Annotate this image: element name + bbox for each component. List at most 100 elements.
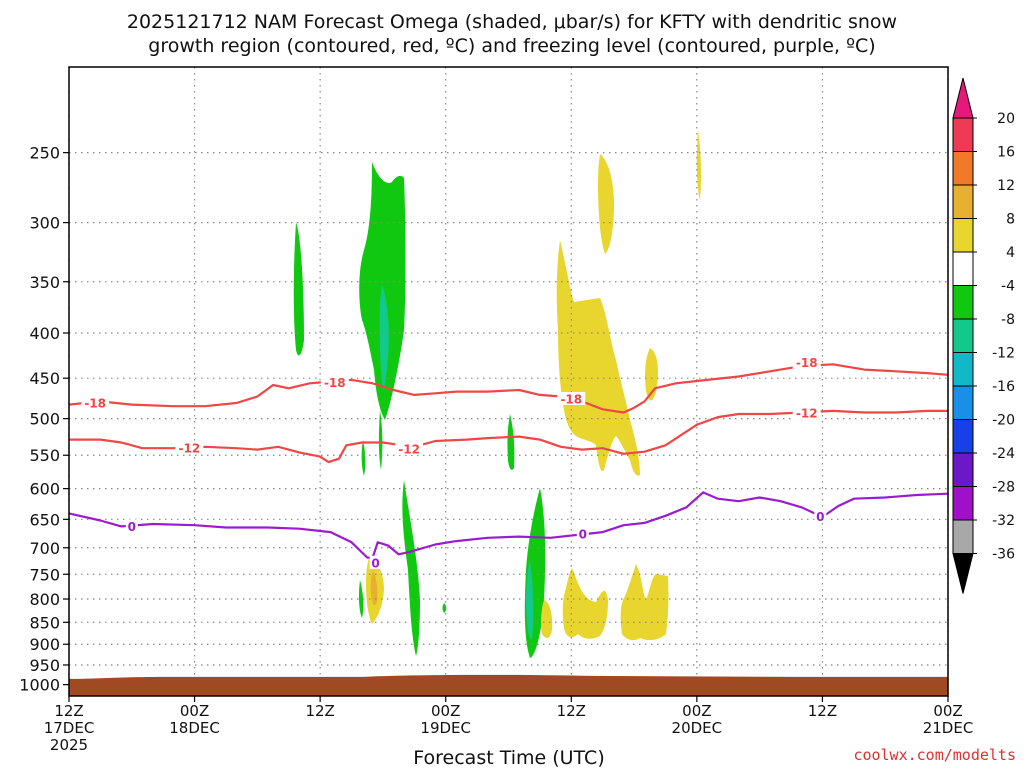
x-axis-label: Forecast Time (UTC) bbox=[413, 747, 604, 768]
y-tick-label: 850 bbox=[29, 613, 60, 632]
colorbar-label: -16 bbox=[992, 379, 1015, 395]
contour-label: -18 bbox=[796, 356, 818, 370]
x-tick-label: 20DEC bbox=[672, 719, 723, 737]
colorbar-segment bbox=[952, 318, 974, 353]
contour-label: -18 bbox=[560, 392, 582, 406]
omega-feature bbox=[540, 600, 553, 639]
colorbar-label: -8 bbox=[1001, 312, 1015, 328]
y-tick-label: 500 bbox=[29, 410, 60, 429]
colorbar-bottom-arrow bbox=[952, 553, 974, 594]
x-tick-label: 18DEC bbox=[169, 719, 220, 737]
colorbar-segment bbox=[952, 352, 974, 387]
ground-surface bbox=[69, 674, 948, 696]
omega-feature bbox=[562, 568, 608, 639]
colorbar-label: -12 bbox=[992, 346, 1015, 362]
colorbar-label: -28 bbox=[992, 480, 1015, 496]
colorbar-segment bbox=[952, 519, 974, 554]
y-tick-label: 650 bbox=[29, 510, 60, 529]
colorbar-label: -4 bbox=[1001, 279, 1015, 295]
y-tick-label: 900 bbox=[29, 635, 60, 654]
contour-label-bg bbox=[557, 391, 586, 405]
colorbar-segment bbox=[952, 218, 974, 253]
omega-shading bbox=[293, 130, 702, 658]
y-tick-label: 1000 bbox=[19, 676, 60, 695]
colorbar-label: 8 bbox=[1006, 212, 1015, 228]
y-tick-label: 450 bbox=[29, 369, 60, 388]
colorbar-label: 20 bbox=[997, 111, 1015, 127]
y-tick-label: 950 bbox=[29, 656, 60, 675]
y-tick-label: 400 bbox=[29, 324, 60, 343]
contour-label-bg bbox=[320, 375, 349, 389]
contour-label: -12 bbox=[398, 442, 420, 456]
colorbar-label: -24 bbox=[992, 446, 1015, 462]
omega-feature bbox=[507, 414, 515, 470]
chart-title-line-1: 2025121712 NAM Forecast Omega (shaded, μ… bbox=[127, 11, 897, 33]
y-tick-label: 800 bbox=[29, 590, 60, 609]
colorbar-segment bbox=[952, 184, 974, 219]
y-tick-label: 750 bbox=[29, 565, 60, 584]
y-tick-label: 550 bbox=[29, 446, 60, 465]
omega-feature bbox=[526, 560, 534, 640]
y-axis-ticks: 250 300 350 400 450 500 550 600 650 700 750 800 850 9… bbox=[19, 144, 69, 695]
contour-line bbox=[68, 363, 949, 414]
colorbar-label: 4 bbox=[1006, 245, 1015, 261]
contour-label-bg bbox=[81, 395, 110, 409]
colorbar-label: -36 bbox=[992, 547, 1015, 563]
x-tick-label: 12Z bbox=[305, 702, 334, 720]
colorbar-segment bbox=[952, 151, 974, 186]
plot-area: -18 -18 -18 -18 -12 -12 -12 0 0 0 0 bbox=[68, 66, 949, 697]
x-tick-label: 00Z bbox=[933, 702, 962, 720]
contour-label-bg bbox=[395, 441, 424, 455]
x-tick-label: 00Z bbox=[180, 702, 209, 720]
x-tick-label: 17DEC bbox=[44, 719, 95, 737]
contour-label: -12 bbox=[796, 407, 818, 421]
colorbar-segment bbox=[952, 251, 974, 286]
x-tick-label: 21DEC bbox=[923, 719, 974, 737]
x-tick-label: 00Z bbox=[431, 702, 460, 720]
colorbar-segment bbox=[952, 419, 974, 454]
contour-label-bg bbox=[792, 406, 821, 420]
colorbar-segment bbox=[952, 385, 974, 420]
contour-line bbox=[69, 409, 948, 464]
y-tick-label: 350 bbox=[29, 273, 60, 292]
chart-title-line-2: growth region (contoured, red, ºC) and f… bbox=[148, 35, 875, 57]
colorbar-label: -32 bbox=[992, 513, 1015, 529]
colorbar-segment bbox=[952, 117, 974, 152]
x-tick-label: 12Z bbox=[54, 702, 83, 720]
contour-line bbox=[68, 491, 949, 560]
colorbar-label: 16 bbox=[997, 145, 1015, 161]
omega-feature bbox=[370, 570, 378, 606]
colorbar-label: -20 bbox=[992, 413, 1015, 429]
colorbar-top-arrow bbox=[952, 77, 974, 119]
contour-label-bg bbox=[125, 519, 138, 533]
omega-feature bbox=[598, 154, 614, 254]
colorbar-segment bbox=[952, 486, 974, 521]
colorbar-label: 12 bbox=[997, 178, 1015, 194]
colorbar-segment bbox=[952, 285, 974, 320]
omega-feature bbox=[361, 440, 366, 476]
omega-feature bbox=[696, 130, 702, 200]
contour-label: -12 bbox=[178, 442, 200, 456]
contour-label: -18 bbox=[84, 396, 106, 410]
contour-label: -18 bbox=[324, 376, 346, 390]
contour-label-bg bbox=[814, 509, 827, 523]
temperature-contours: -18 -18 -18 -18 -12 -12 -12 0 0 0 0 bbox=[68, 355, 949, 570]
omega-feature bbox=[620, 564, 669, 641]
contour-label-bg bbox=[792, 355, 821, 369]
x-tick-label: 12Z bbox=[557, 702, 586, 720]
contour-label: 0 bbox=[579, 527, 587, 541]
plot-border bbox=[68, 66, 949, 697]
x-tick-label: 12Z bbox=[808, 702, 837, 720]
plot-background bbox=[69, 67, 948, 696]
x-tick-label: 2025 bbox=[50, 736, 88, 754]
colorbar: 20 16 12 8 4 -4 -8 -12 -16 -20 -24 -28 -32 -36 bbox=[952, 77, 1015, 594]
contour-label-bg bbox=[576, 526, 589, 540]
y-tick-label: 300 bbox=[29, 214, 60, 233]
y-tick-label: 250 bbox=[29, 144, 60, 163]
omega-feature bbox=[358, 580, 364, 618]
contour-label: 0 bbox=[371, 556, 379, 570]
contour-label: 0 bbox=[816, 510, 824, 524]
omega-feature bbox=[402, 480, 420, 656]
